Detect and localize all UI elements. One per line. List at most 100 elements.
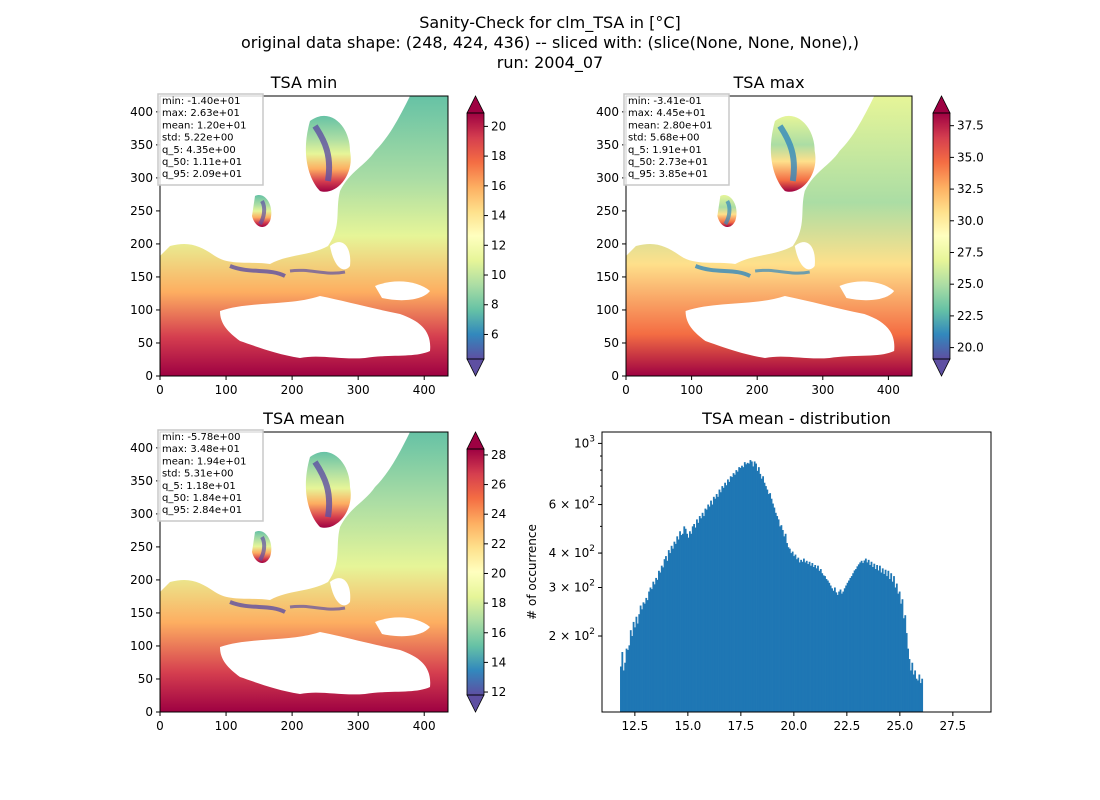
map-y-tick-label: 0 (145, 369, 153, 383)
histogram-bar (897, 593, 900, 712)
colorbar-min: 6 8 10 12 14 16 18 20 (466, 95, 506, 377)
map-mountain-streak (289, 268, 346, 275)
histogram-bar (803, 558, 805, 712)
map-mountain-streak (754, 268, 811, 275)
colorbar-tick-label: 10 (491, 268, 506, 282)
histogram-bar (880, 572, 883, 712)
histogram-bar (807, 564, 810, 712)
map-y-tick-label: 200 (596, 237, 619, 251)
histogram-bar (710, 500, 712, 712)
map-x-tick-label: 300 (811, 383, 834, 397)
map-y-tick-label: 0 (145, 705, 153, 719)
map-x-tick-label: 0 (156, 383, 164, 397)
histogram-bar (686, 533, 688, 712)
histogram-bar (669, 553, 672, 712)
stats-box-frame (623, 93, 730, 186)
histogram-bar (804, 562, 807, 712)
histogram-bar (859, 562, 862, 712)
histogram-bar (753, 461, 756, 712)
map-mountain-streak (229, 600, 286, 614)
histogram-bar (631, 636, 634, 712)
histogram-bar (727, 479, 729, 712)
histogram-bar (635, 616, 638, 712)
histogram-bar (788, 548, 791, 712)
histogram-bar (641, 609, 643, 712)
map-y-tick-label: 50 (604, 336, 619, 350)
figure-title-line-2: original data shape: (248, 424, 436) -- … (241, 33, 859, 52)
map-mountain-streak (723, 200, 732, 226)
map-y-tick-label: 150 (596, 270, 619, 284)
histogram-bar (893, 576, 895, 712)
map-panel-mean: TSA mean 0 100 200 300 400 0 50 100 150 200 250 300 3… (130, 409, 506, 733)
histogram-bar (787, 547, 790, 712)
histogram-x-tick-label: 12.5 (621, 719, 648, 733)
colorbar-gradient (933, 113, 950, 359)
histogram-bar (853, 570, 856, 712)
histogram-bar (676, 536, 679, 712)
histogram-bar (855, 569, 857, 712)
histogram-bar (765, 486, 767, 712)
map-mountain-streak (289, 604, 346, 611)
stats-line: min: -5.78e+00 (162, 432, 241, 443)
histogram-bar (734, 474, 736, 712)
histogram-bar (656, 579, 659, 712)
colorbar-tick-label: 30.0 (957, 214, 984, 228)
histogram-bar (801, 561, 804, 712)
stats-line: q_95: 2.84e+01 (162, 505, 242, 516)
map-x-tick-label: 400 (413, 719, 436, 733)
colorbar-mean: 12 14 16 18 20 22 24 26 28 (466, 431, 506, 713)
histogram-bar (745, 464, 748, 712)
histogram-bar (693, 523, 696, 712)
colorbar-tick-label: 8 (491, 298, 499, 312)
histogram-bar (757, 467, 760, 712)
histogram-bar (722, 487, 725, 712)
map-mountain-streak (777, 124, 797, 182)
histogram-bar (857, 564, 860, 712)
stats-line: std: 5.31e+00 (162, 469, 234, 480)
histogram-bar (881, 568, 884, 712)
histogram-bar (822, 575, 825, 712)
map-y-tick-label: 200 (130, 237, 153, 251)
histogram-bar (907, 648, 909, 712)
histogram-bar (815, 568, 818, 712)
histogram-bar (915, 678, 918, 712)
map-x-tick-label: 300 (347, 383, 370, 397)
histogram-bar (662, 567, 665, 712)
map-frame (625, 95, 913, 377)
colorbar-tick-label: 14 (491, 655, 506, 669)
histogram-bar (674, 543, 677, 712)
histogram-bar (772, 503, 774, 712)
map-y-tick-label: 100 (596, 303, 619, 317)
histogram-bar (679, 531, 681, 712)
histogram-bar (666, 560, 669, 712)
histogram-bar (818, 570, 821, 712)
histogram-bar (911, 662, 914, 712)
histogram-bar (643, 603, 646, 712)
stats-line: q_95: 2.09e+01 (162, 169, 242, 180)
histogram-bar (749, 460, 752, 712)
histogram-bar (800, 559, 802, 712)
map-mountain-streak (229, 264, 286, 278)
histogram-bar (832, 590, 835, 712)
histogram-bar (838, 591, 841, 712)
map-y-tick-label: 100 (130, 303, 153, 317)
histogram-bar (724, 482, 726, 712)
histogram-bar (690, 533, 693, 712)
histogram-x-tick-label: 25.0 (886, 719, 913, 733)
colorbar-tick-label: 24 (491, 507, 506, 521)
histogram-bar (627, 649, 629, 712)
map-mountain-streak (258, 200, 267, 226)
histogram-bar (833, 587, 836, 712)
histogram-bar (752, 466, 755, 712)
map-y-tick-label: 50 (138, 336, 153, 350)
map-y-tick-label: 300 (596, 171, 619, 185)
map-x-tick-label: 100 (680, 383, 703, 397)
histogram-bar (919, 683, 922, 712)
stats-line: std: 5.68e+00 (628, 133, 700, 144)
histogram-bar (708, 506, 711, 712)
histogram-bar (659, 572, 662, 712)
histogram-bar (728, 481, 731, 712)
colorbar-max: 20.0 22.5 25.0 27.5 30.0 32.5 35.0 37.5 (932, 95, 984, 377)
histogram-bar (660, 565, 663, 712)
histogram-bar (705, 509, 708, 712)
